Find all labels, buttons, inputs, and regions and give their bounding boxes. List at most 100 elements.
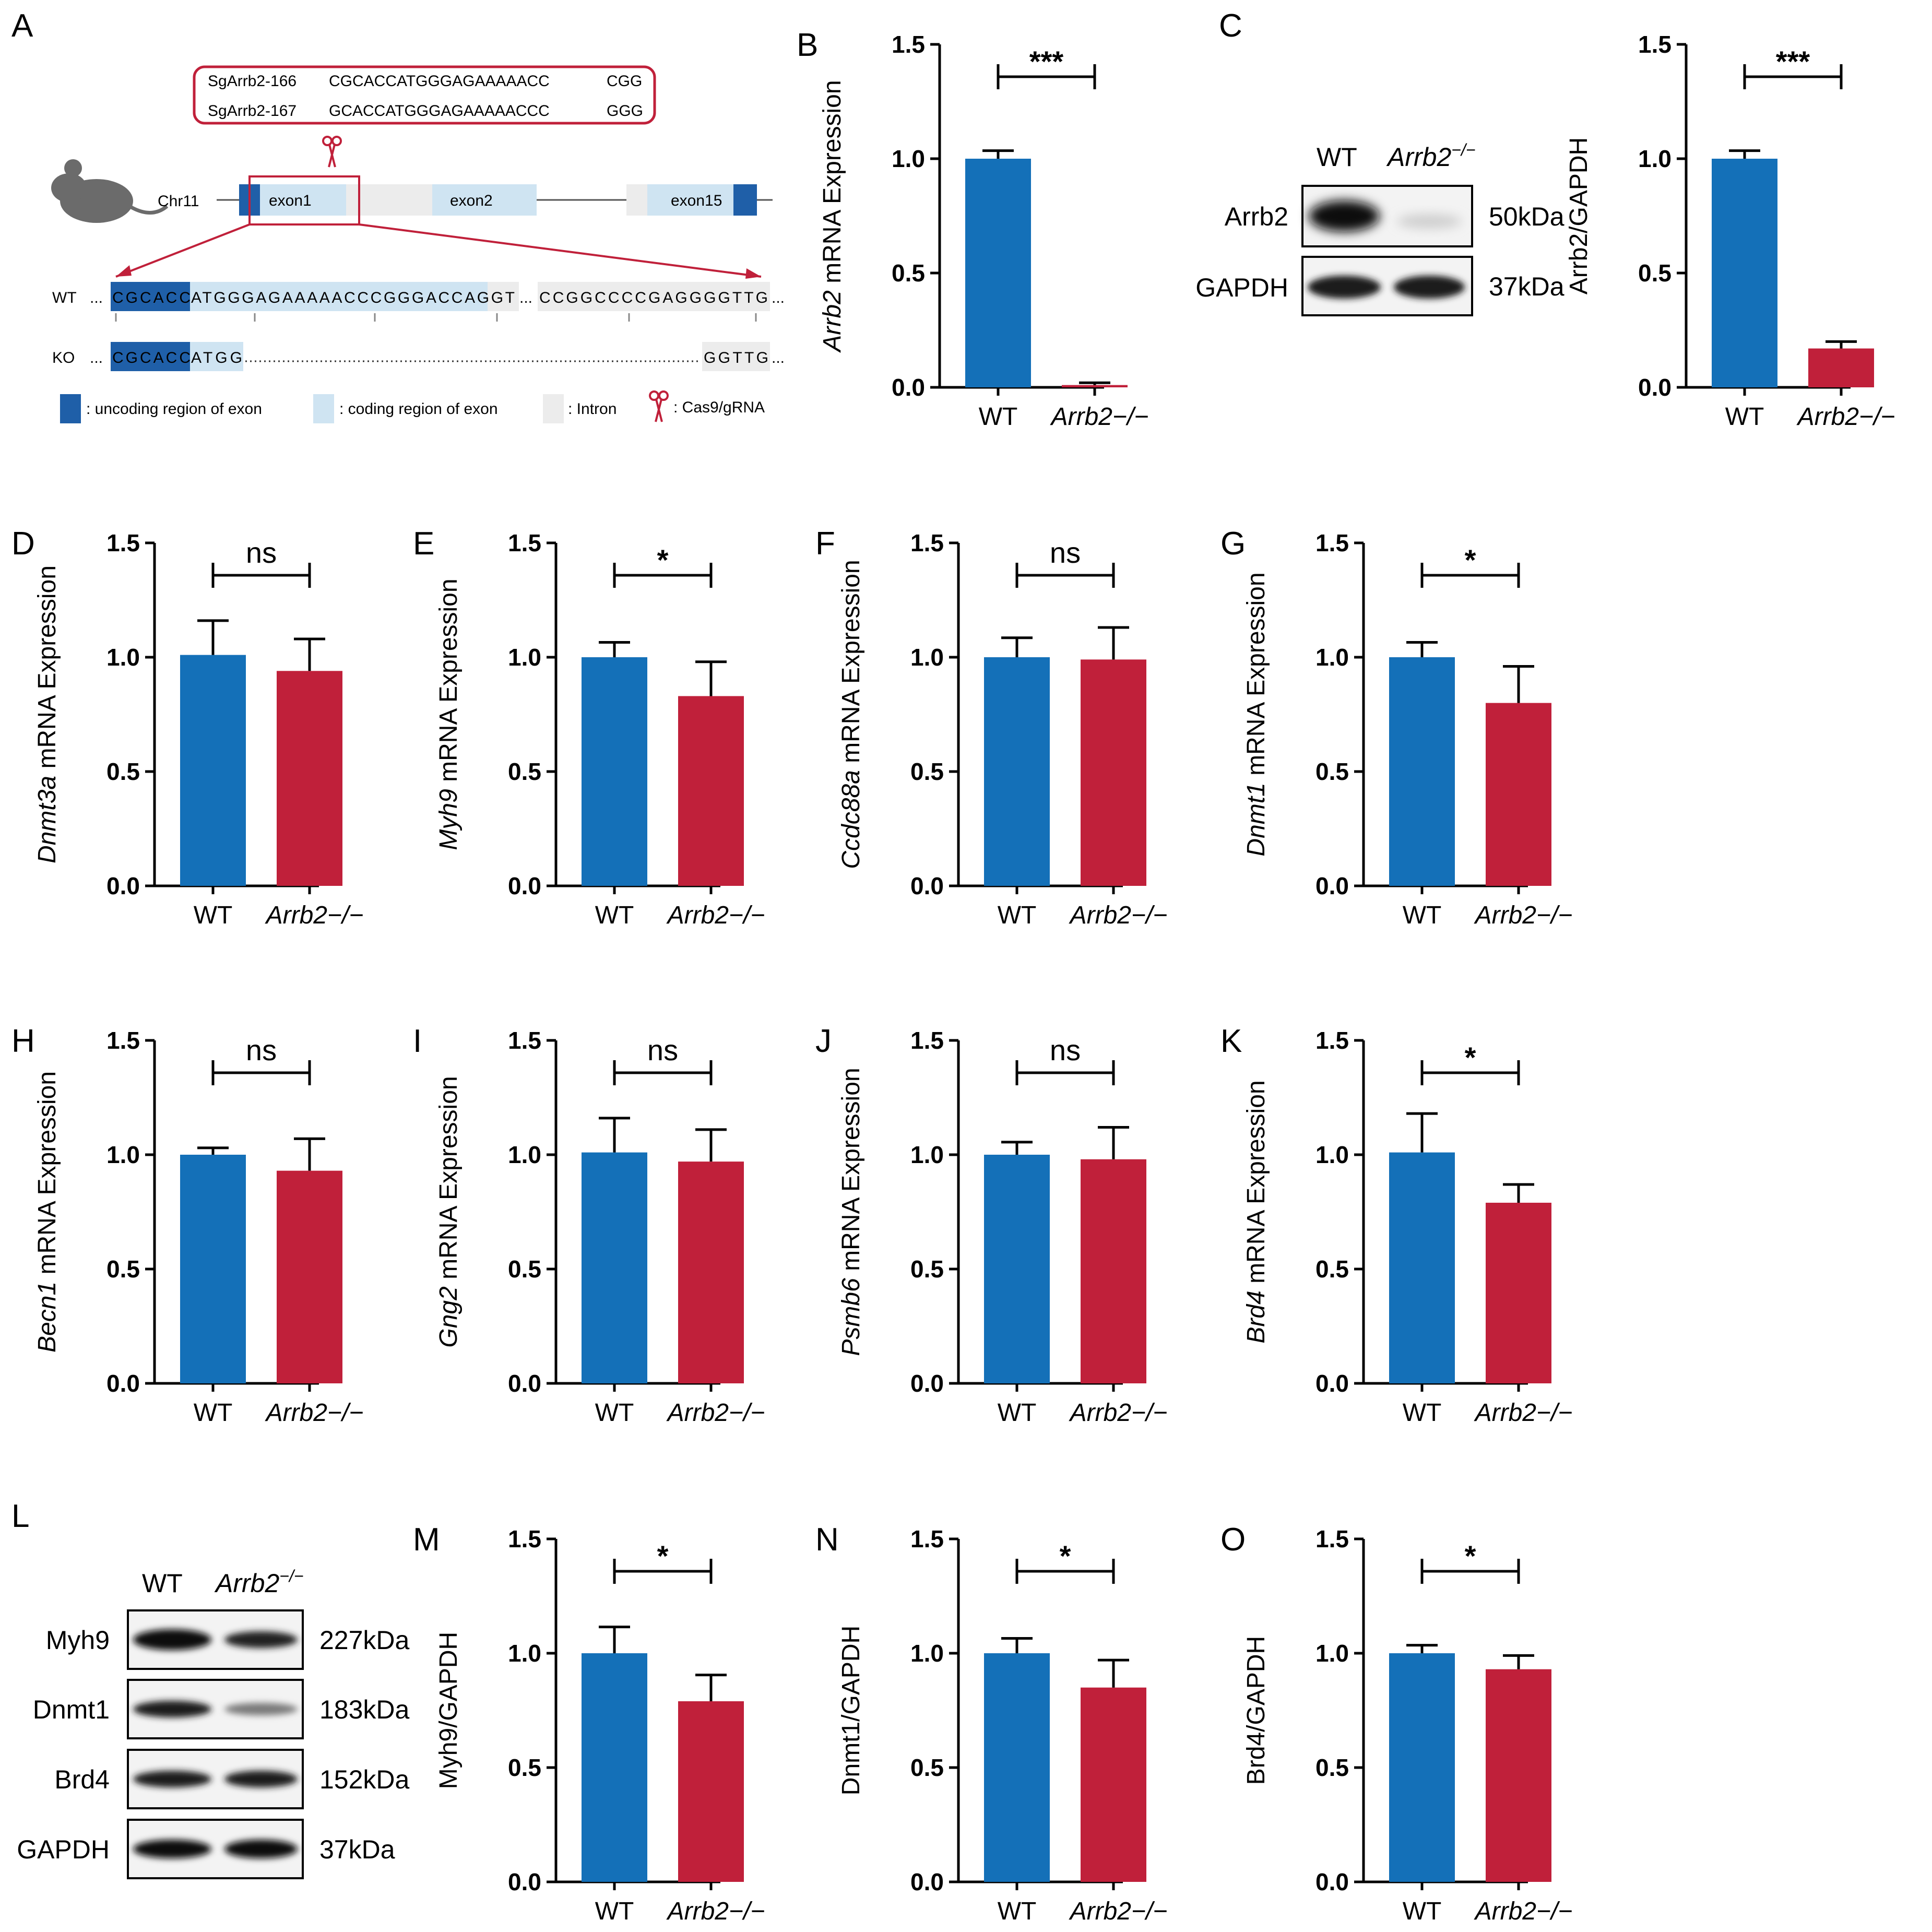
exon15-label: exon15: [671, 192, 722, 209]
legend-intron: : Intron: [568, 400, 617, 418]
panel-letter-l: L: [11, 1498, 29, 1534]
bar-wt: [1389, 1653, 1455, 1882]
ko-dark-region: [111, 342, 190, 371]
x-label-wt: WT: [595, 902, 634, 929]
panel-letter-e: E: [413, 526, 434, 562]
y-tick-label: 0.0: [106, 872, 140, 899]
y-tick-label: 0.0: [508, 872, 541, 899]
chart-d: D 0.0 0.5 1.0 1.5 Dnmt3a mRNA Expression WT Arr…: [11, 526, 363, 929]
wt-seq-label: WT: [52, 289, 77, 306]
bar-wt: [1389, 1152, 1455, 1383]
y-tick-label: 1.0: [106, 644, 140, 671]
x-label-ko: Arrb2−/−: [666, 1898, 765, 1925]
y-tick-label: 1.0: [1315, 644, 1349, 671]
panel-letter-g: G: [1220, 526, 1246, 562]
x-label-ko: Arrb2−/−: [265, 902, 364, 929]
significance-label: ns: [1050, 536, 1081, 569]
blot-l-band-dnmt1-ko: [224, 1703, 298, 1715]
y-axis-label: Dnmt1 mRNA Expression: [1242, 572, 1270, 856]
chart-b: B 0.0 0.5 1.0 1.5 Arrb2 mRNA Expression WT Arrb…: [797, 27, 1148, 431]
y-tick-label: 0.0: [1638, 374, 1672, 401]
y-axis-label: Myh9 mRNA Expression: [435, 578, 463, 850]
legend-intron-swatch: [543, 394, 564, 423]
bar-ko: [1486, 703, 1551, 886]
y-tick-label: 1.0: [508, 1141, 541, 1168]
y-tick-label: 0.0: [508, 1868, 541, 1895]
zoom-arrow-left: [115, 223, 250, 278]
legend-coding-swatch: [313, 394, 334, 423]
significance-label: *: [1060, 1539, 1071, 1572]
x-label-ko: Arrb2−/−: [666, 902, 765, 929]
bar-wt: [965, 159, 1031, 387]
significance-label: ns: [647, 1034, 678, 1066]
wt-ellipsis-start: ...: [90, 289, 103, 306]
x-label-ko: Arrb2−/−: [1474, 1399, 1573, 1427]
x-label-wt: WT: [1725, 403, 1764, 431]
panel-letter-c: C: [1219, 8, 1242, 44]
y-tick-label: 1.5: [508, 529, 541, 556]
chart-o: O 0.0 0.5 1.0 1.5 Brd4/GAPDH WT Arrb2−/− *: [1220, 1522, 1572, 1925]
blot-c-protein-arrb2: Arrb2: [1225, 202, 1288, 231]
bar-wt: [582, 1152, 647, 1383]
significance-label: ns: [246, 536, 277, 569]
y-tick-label: 1.5: [508, 1525, 541, 1552]
y-axis-label: Gng2 mRNA Expression: [435, 1076, 463, 1347]
bar-ko: [1081, 1687, 1146, 1882]
y-tick-label: 1.5: [910, 529, 944, 556]
chart-e: E 0.0 0.5 1.0 1.5 Myh9 mRNA Expression WT Arrb2…: [413, 526, 765, 929]
chart-m: M 0.0 0.5 1.0 1.5 Myh9/GAPDH WT Arrb2−/− *: [413, 1522, 765, 1925]
blot-c-band-gapdh-ko: [1394, 276, 1465, 299]
exon15-uncoding: [733, 184, 757, 216]
bar-wt: [984, 1155, 1050, 1383]
panel-letter-j: J: [815, 1023, 832, 1059]
sg1-name: SgArrb2-166: [208, 73, 297, 90]
blot-l-band-myh9-wt: [133, 1629, 211, 1650]
x-label-wt: WT: [1403, 902, 1442, 929]
ko-seq-label: KO: [52, 349, 75, 366]
blot-c-kda-arrb2: 50kDa: [1489, 202, 1564, 231]
y-tick-label: 0.5: [106, 1255, 140, 1283]
blot-l-protein-brd4: Brd4: [54, 1765, 110, 1794]
panel-a: A SgArrb2-166 CGCACCATGGGAGAAAAACC CGG S…: [11, 8, 785, 423]
y-tick-label: 1.5: [910, 1525, 944, 1552]
blot-c-protein-gapdh: GAPDH: [1195, 273, 1288, 302]
y-axis-label: Myh9/GAPDH: [435, 1632, 463, 1789]
chart-f: F 0.0 0.5 1.0 1.5 Ccdc88a mRNA Expression WT Ar…: [815, 526, 1167, 929]
y-tick-label: 0.5: [910, 758, 944, 785]
x-label-wt: WT: [595, 1399, 634, 1427]
bar-wt: [984, 1653, 1050, 1882]
legend-coding: : coding region of exon: [339, 400, 498, 418]
sg2-pam: GGG: [607, 102, 643, 120]
exon2-label: exon2: [450, 192, 493, 209]
zoom-arrow-right: [359, 223, 762, 278]
ko-intron: [702, 342, 770, 371]
y-tick-label: 1.5: [892, 31, 925, 58]
panel-letter-m: M: [413, 1522, 440, 1558]
y-tick-label: 1.0: [910, 644, 944, 671]
blot-l-kda-brd4: 152kDa: [319, 1765, 410, 1794]
bar-ko: [678, 1701, 744, 1882]
significance-label: ns: [246, 1034, 277, 1066]
blot-c-kda-gapdh: 37kDa: [1489, 272, 1564, 301]
y-tick-label: 0.0: [910, 1370, 944, 1397]
panel-letter-a: A: [11, 8, 33, 44]
bar-ko: [1486, 1669, 1551, 1882]
blot-c-band-arrb2-wt: [1309, 200, 1380, 232]
y-axis-label: Dnmt3a mRNA Expression: [33, 565, 61, 863]
y-tick-label: 0.0: [508, 1370, 541, 1397]
y-tick-label: 1.5: [1638, 31, 1672, 58]
x-label-ko: Arrb2−/−: [1474, 902, 1573, 929]
wt-ellipsis-end: ...: [772, 289, 785, 306]
chart-i: I 0.0 0.5 1.0 1.5 Gng2 mRNA Expression WT Arrb2…: [413, 1023, 765, 1427]
x-label-wt: WT: [194, 902, 233, 929]
x-label-ko: Arrb2−/−: [1069, 902, 1168, 929]
y-axis-label: Brd4 mRNA Expression: [1242, 1080, 1270, 1343]
zoom-box: [248, 175, 360, 226]
sgrna-box: [193, 65, 656, 125]
x-label-wt: WT: [979, 403, 1018, 431]
sg1-pam: CGG: [607, 73, 642, 90]
y-tick-label: 1.0: [1638, 145, 1672, 172]
legend-uncoding-swatch: [60, 394, 81, 423]
significance-label: ***: [1029, 45, 1064, 78]
